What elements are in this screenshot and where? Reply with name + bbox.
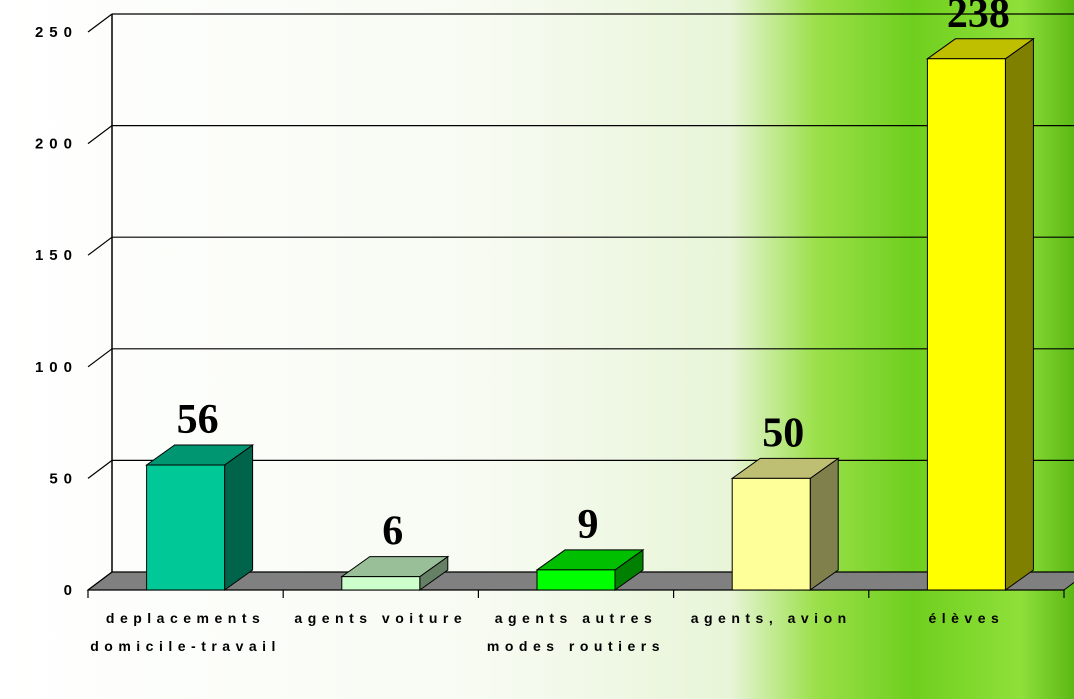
y-tick <box>87 459 113 479</box>
x-tick-label: agents, avion <box>690 610 852 626</box>
y-tick <box>87 571 113 591</box>
y-tick-label: 250 <box>35 24 78 41</box>
bar-front <box>341 576 421 591</box>
bar-side <box>224 444 254 591</box>
x-tick-label: élèves <box>928 610 1005 626</box>
y-tick-label: 100 <box>35 359 78 376</box>
x-tick-label: agents voiture <box>294 610 468 626</box>
value-label: 9 <box>578 502 599 548</box>
value-label: 50 <box>762 410 804 456</box>
y-tick <box>87 236 113 256</box>
x-tick-label: deplacements domicile-travail <box>90 610 281 654</box>
bar-front <box>146 464 226 591</box>
value-label: 238 <box>947 0 1010 37</box>
bar <box>730 457 840 591</box>
y-tick <box>87 348 113 368</box>
bar <box>925 37 1035 591</box>
y-tick <box>87 125 113 145</box>
y-tick-label: 0 <box>64 582 78 599</box>
x-tick-label: agents autres modes routiers <box>486 610 666 654</box>
y-tick <box>87 13 113 33</box>
bar-front <box>536 569 616 591</box>
bar-front <box>731 477 811 591</box>
bar-side <box>1004 37 1034 591</box>
y-tick-label: 50 <box>49 470 78 487</box>
value-label: 6 <box>382 509 403 555</box>
bar <box>535 548 645 591</box>
y-tick-label: 150 <box>35 247 78 264</box>
value-label: 56 <box>177 397 219 443</box>
bar <box>340 555 450 591</box>
bar-side <box>809 457 839 591</box>
bar <box>145 444 255 591</box>
y-tick-label: 200 <box>35 136 78 153</box>
bar-front <box>926 58 1006 591</box>
